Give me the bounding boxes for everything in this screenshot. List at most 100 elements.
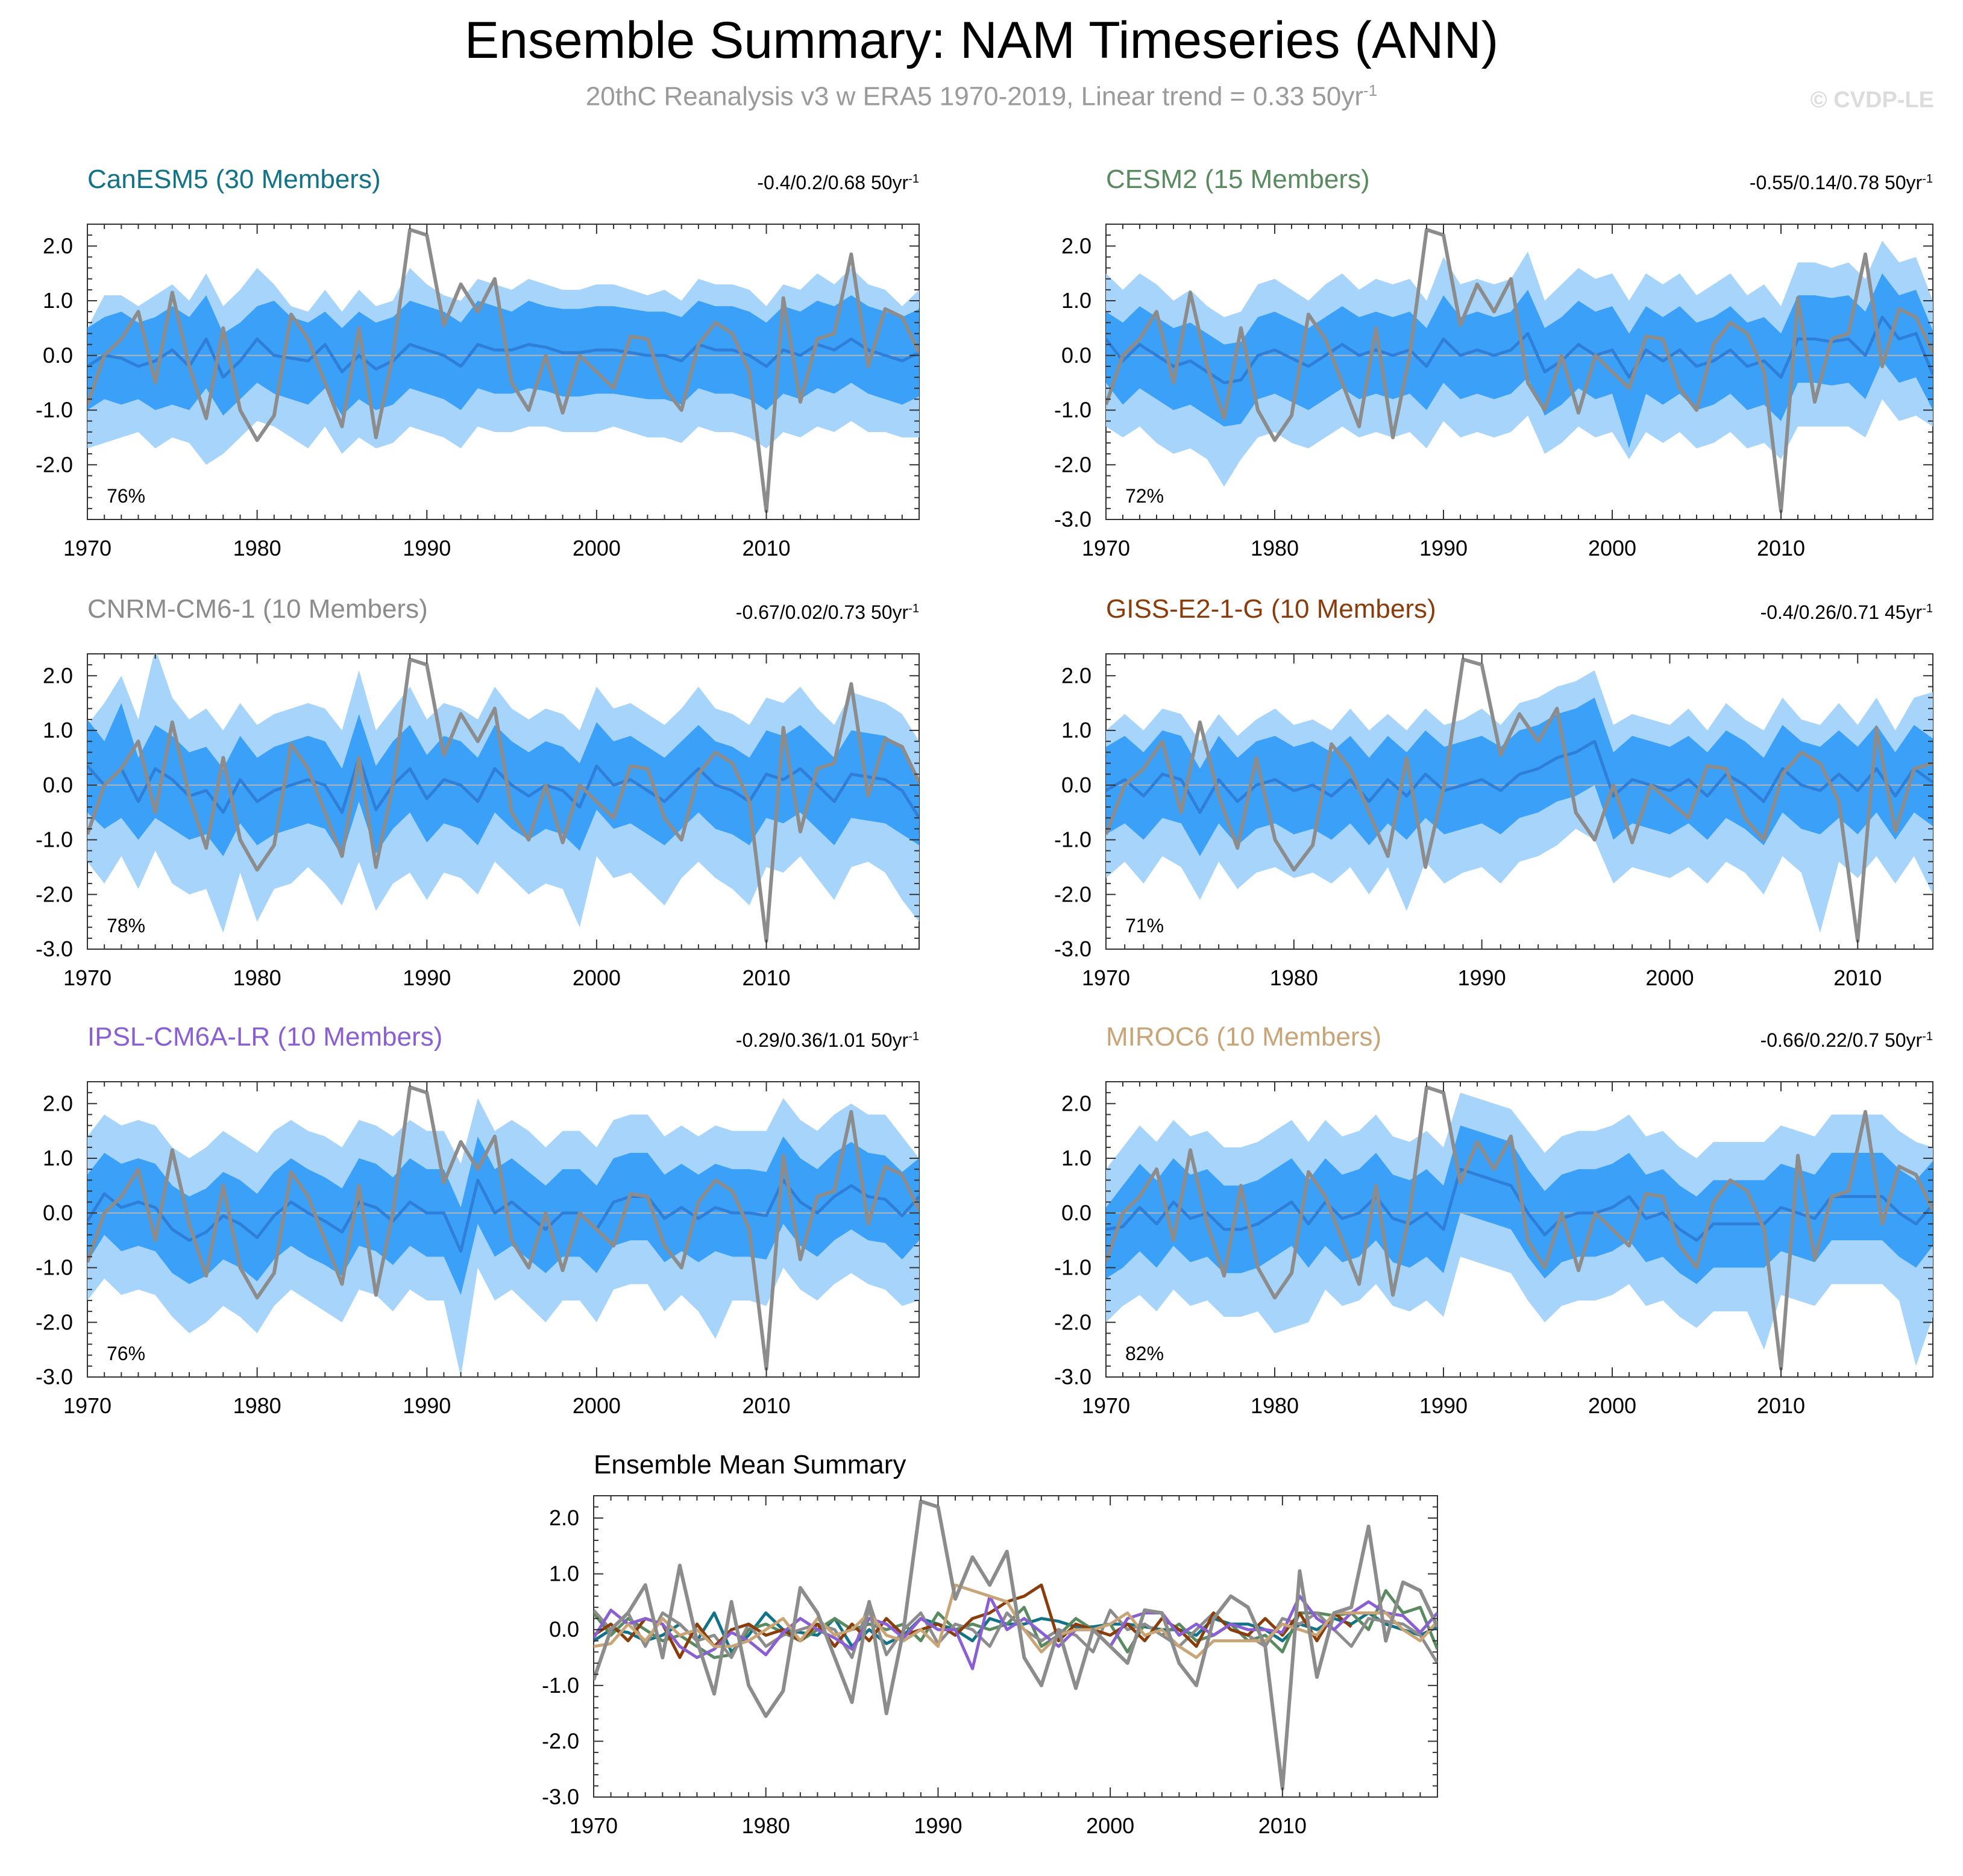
percent-label: 72% <box>1125 485 1164 507</box>
y-tick-label: -3.0 <box>1054 936 1091 961</box>
panel-3: GISS-E2-1-G (10 Members) -0.4/0.26/0.71 4… <box>1054 594 1933 990</box>
panel-stats-text: -0.66/0.22/0.7 50yr <box>1760 1029 1923 1051</box>
y-tick-label: -3.0 <box>1054 507 1091 532</box>
tick-marks <box>87 1081 920 1378</box>
panel-stats-exponent: -1 <box>908 602 919 615</box>
x-tick-label: 2000 <box>573 1393 621 1418</box>
y-tick-label: -3.0 <box>1054 1364 1091 1389</box>
x-tick-label: 1990 <box>403 965 451 990</box>
panel-5: MIROC6 (10 Members) -0.66/0.22/0.7 50yr-1… <box>1054 1022 1933 1418</box>
panel-title: Ensemble Mean Summary <box>594 1450 906 1479</box>
x-tick-label: 1980 <box>233 536 281 560</box>
x-tick-label: 1970 <box>63 965 111 990</box>
y-tick-label: -1.0 <box>36 1255 73 1280</box>
y-tick-label: -2.0 <box>1054 1310 1091 1334</box>
y-tick-label: -2.0 <box>1054 882 1091 906</box>
x-tick-label: 1980 <box>233 1393 281 1418</box>
y-tick-label: -1.0 <box>1054 398 1091 422</box>
y-tick-label: 2.0 <box>1061 1091 1091 1115</box>
panel-stats-exponent: -1 <box>1922 602 1933 615</box>
percent-label: 71% <box>1125 915 1164 936</box>
x-tick-label: 2010 <box>1258 1813 1307 1838</box>
x-tick-label: 2000 <box>1588 536 1636 560</box>
y-tick-label: 1.0 <box>1061 718 1091 742</box>
panel-4: IPSL-CM6A-LR (10 Members) -0.29/0.36/1.01… <box>36 1022 920 1418</box>
x-tick-label: 2010 <box>742 1393 790 1418</box>
x-tick-label: 1990 <box>1419 536 1468 560</box>
panel-stats-exponent: -1 <box>908 1030 919 1043</box>
panel-title: CanESM5 (30 Members) <box>87 165 381 194</box>
y-tick-label: -2.0 <box>36 452 73 477</box>
x-tick-label: 2000 <box>573 536 621 560</box>
y-tick-label: -1.0 <box>36 827 73 852</box>
panel-title: CNRM-CM6-1 (10 Members) <box>87 594 428 624</box>
observed-line <box>594 1499 1437 1791</box>
y-tick-label: 0.0 <box>43 343 73 368</box>
x-tick-label: 1990 <box>403 536 451 560</box>
y-tick-label: 0.0 <box>1061 343 1091 368</box>
y-tick-label: 2.0 <box>43 233 73 258</box>
panel-stats: -0.29/0.36/1.01 50yr-1 <box>736 1029 919 1051</box>
y-tick-label: 2.0 <box>1061 663 1091 688</box>
tick-marks <box>593 1495 1438 1798</box>
y-tick-label: -1.0 <box>1054 1255 1091 1280</box>
panel-title: GISS-E2-1-G (10 Members) <box>1106 594 1436 624</box>
plot-area <box>1106 657 1933 943</box>
x-tick-label: 2000 <box>1645 965 1694 990</box>
x-tick-label: 1980 <box>233 965 281 990</box>
observed-line <box>87 228 919 513</box>
inner-percentile-band <box>1106 1125 1933 1284</box>
y-tick-label: -2.0 <box>36 1310 73 1334</box>
x-tick-label: 1970 <box>63 1393 111 1418</box>
percent-label: 76% <box>107 1343 145 1364</box>
y-tick-label: 2.0 <box>1061 233 1091 258</box>
y-tick-label: 1.0 <box>1061 1146 1091 1170</box>
main-title: Ensemble Summary: NAM Timeseries (ANN) <box>464 11 1499 69</box>
y-tick-label: -3.0 <box>542 1784 579 1809</box>
panel-stats-text: -0.4/0.26/0.71 45yr <box>1760 601 1923 623</box>
y-tick-label: -1.0 <box>36 398 73 422</box>
y-tick-label: -1.0 <box>542 1673 579 1698</box>
y-tick-label: 1.0 <box>1061 288 1091 313</box>
y-tick-label: 2.0 <box>43 663 73 688</box>
y-tick-label: -3.0 <box>36 1364 73 1389</box>
x-tick-label: 1990 <box>914 1813 962 1838</box>
x-tick-label: 1990 <box>1458 965 1506 990</box>
panel-title: IPSL-CM6A-LR (10 Members) <box>87 1022 442 1052</box>
x-tick-label: 2010 <box>1757 536 1805 560</box>
observed-line <box>1106 228 1933 513</box>
tick-marks <box>1105 1081 1933 1378</box>
x-tick-label: 2010 <box>1757 1393 1805 1418</box>
x-tick-label: 1970 <box>1082 536 1130 560</box>
model-mean-line <box>594 1583 1352 1660</box>
plot-area <box>87 1085 919 1377</box>
x-tick-label: 2000 <box>573 965 621 990</box>
tick-marks <box>1105 224 1933 520</box>
panel-stats-text: -0.29/0.36/1.01 50yr <box>736 1029 909 1051</box>
panel-stats-text: -0.55/0.14/0.78 50yr <box>1750 172 1923 193</box>
x-tick-label: 2000 <box>1588 1393 1636 1418</box>
plot-area <box>1106 228 1933 513</box>
plot-area <box>594 1499 1437 1791</box>
observed-line <box>87 657 919 943</box>
y-tick-label: 1.0 <box>43 288 73 313</box>
observed-line <box>1106 1085 1933 1371</box>
plot-area <box>1106 1085 1933 1371</box>
panel-stats-text: -0.4/0.2/0.68 50yr <box>757 172 908 193</box>
panel-stats: -0.4/0.2/0.68 50yr-1 <box>757 172 919 193</box>
y-tick-label: 1.0 <box>549 1561 579 1586</box>
subtitle: 20thC Reanalysis v3 w ERA5 1970-2019, Li… <box>0 81 1963 112</box>
panel-2: CNRM-CM6-1 (10 Members) -0.67/0.02/0.73 5… <box>36 594 920 990</box>
plot-area <box>87 654 919 943</box>
x-tick-label: 2010 <box>742 536 790 560</box>
y-tick-label: 0.0 <box>43 773 73 797</box>
x-tick-label: 1970 <box>1082 1393 1130 1418</box>
panel-stats-exponent: -1 <box>1922 1030 1933 1043</box>
y-tick-label: -2.0 <box>1054 452 1091 477</box>
y-tick-label: 1.0 <box>43 718 73 742</box>
x-tick-label: 1990 <box>1419 1393 1468 1418</box>
inner-percentile-band <box>87 703 919 856</box>
y-tick-label: 0.0 <box>43 1200 73 1225</box>
panel-0: CanESM5 (30 Members) -0.4/0.2/0.68 50yr-1… <box>36 165 920 560</box>
